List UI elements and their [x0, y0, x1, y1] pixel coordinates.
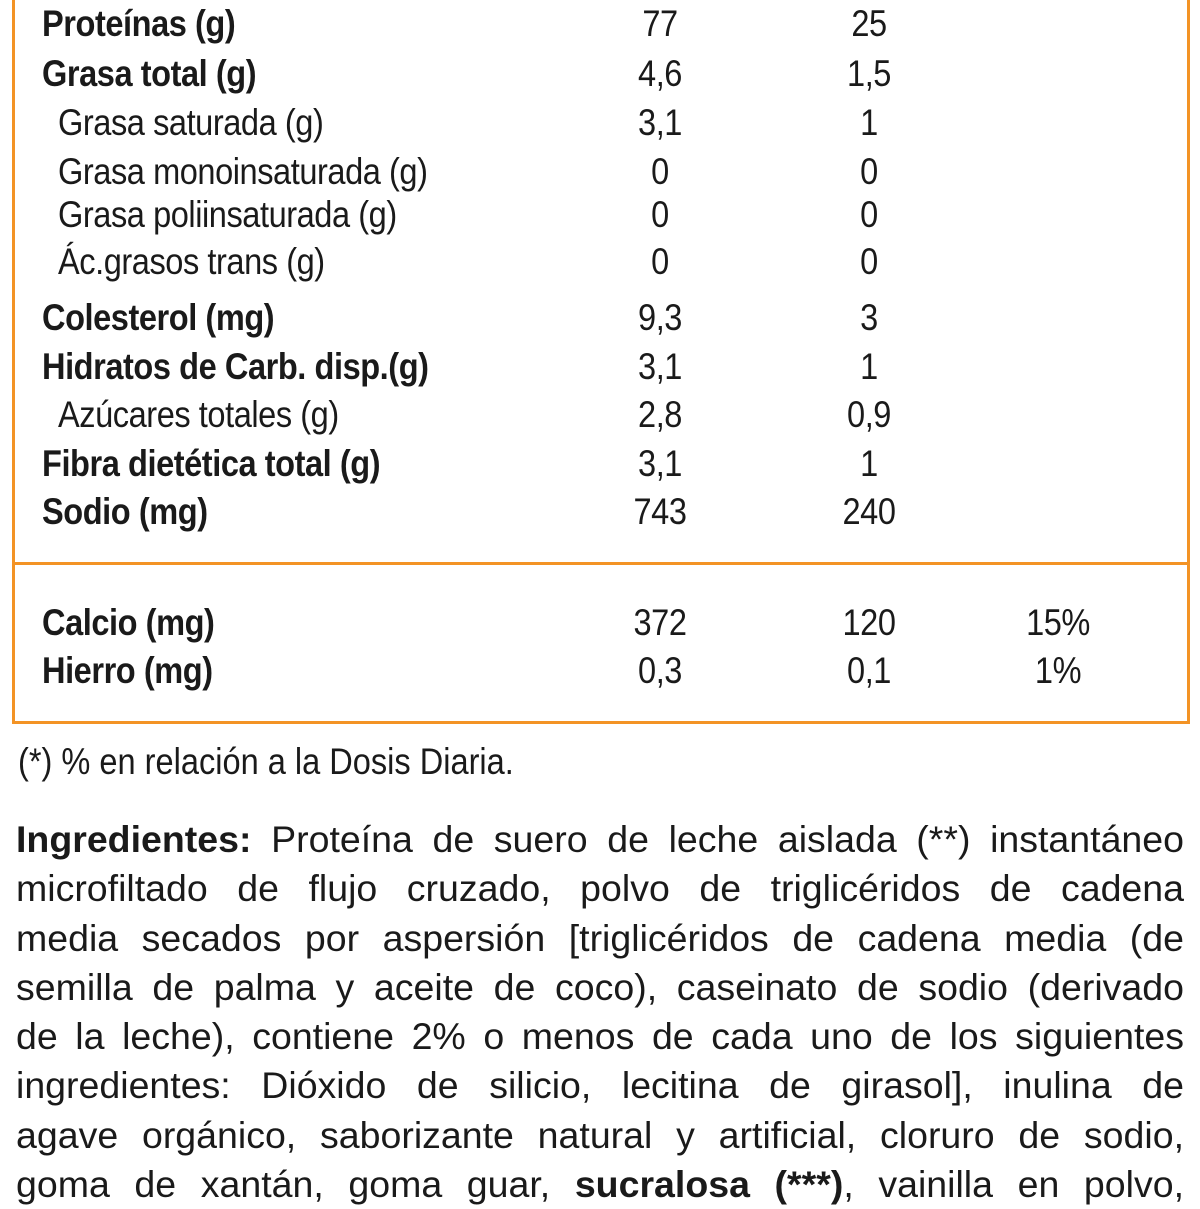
value-per-100g: 743 [633, 491, 687, 532]
mineral-row: Hierro (mg) 0,3 0,1 1% [0, 647, 1200, 695]
value-per-100g: 0 [651, 241, 669, 282]
value-daily-dose: 1% [1034, 650, 1082, 691]
value-per-serving: 1 [860, 346, 878, 387]
ingredients-text: media secados por aspersión [triglicérid… [16, 916, 1184, 959]
value-per-100g: 2,8 [638, 394, 682, 435]
value-per-serving: 0 [860, 151, 878, 192]
nutrient-label: Azúcares totales (g) [58, 394, 339, 435]
ingredients-block: Ingredientes: Proteína de suero de leche… [16, 815, 1184, 1209]
ingredients-line: goma de xantán, goma guar, sucralosa (**… [16, 1160, 1184, 1209]
nutrient-label: Grasa saturada (g) [58, 102, 324, 143]
value-per-serving: 3 [860, 297, 878, 338]
nutrient-row: Grasa saturada (g) 3,1 1 [0, 99, 1200, 147]
ingredients-text: de la leche), contiene 2% o menos de cad… [16, 1015, 1184, 1058]
nutrient-row: Grasa monoinsaturada (g) 0 0 [0, 148, 1200, 196]
value-per-100g: 3,1 [638, 443, 682, 484]
nutrient-row: Grasa poliinsaturada (g) 0 0 [0, 191, 1200, 239]
nutrient-label: Proteínas (g) [42, 3, 236, 44]
nutrient-row: Fibra dietética total (g) 3,1 1 [0, 440, 1200, 488]
ingredients-line: semilla de palma y aceite de coco), case… [16, 963, 1184, 1012]
mineral-label: Calcio (mg) [42, 602, 215, 643]
value-per-100g: 4,6 [638, 53, 682, 94]
nutrient-label: Grasa monoinsaturada (g) [58, 151, 428, 192]
ingredients-text: ingredientes: Dióxido de silicio, leciti… [16, 1064, 1184, 1107]
nutrient-row: Colesterol (mg) 9,3 3 [0, 294, 1200, 342]
ingredients-text: agave orgánico, saborizante natural y ar… [16, 1113, 1184, 1156]
ingredients-line: media secados por aspersión [triglicérid… [16, 914, 1184, 963]
ingredients-line: agave orgánico, saborizante natural y ar… [16, 1111, 1184, 1160]
value-per-100g: 77 [642, 3, 678, 44]
nutrient-label: Hidratos de Carb. disp.(g) [42, 346, 429, 387]
value-per-100g: 3,1 [638, 346, 682, 387]
nutrient-label: Grasa total (g) [42, 53, 257, 94]
ingredients-line: Ingredientes: Proteína de suero de leche… [16, 815, 1184, 864]
ingredients-text: , vainilla en polvo, [843, 1163, 1184, 1206]
value-per-serving: 0,1 [847, 650, 891, 691]
sucralose-highlight: sucralosa (***) [574, 1163, 844, 1206]
nutrition-table-minerals-border [12, 562, 1190, 724]
value-per-100g: 9,3 [638, 297, 682, 338]
nutrient-row: Azúcares totales (g) 2,8 0,9 [0, 391, 1200, 439]
mineral-label: Hierro (mg) [42, 650, 213, 691]
value-per-serving: 25 [851, 3, 887, 44]
ingredients-line: microfiltado de flujo cruzado, polvo de … [16, 864, 1184, 913]
ingredients-heading: Ingredientes: [16, 818, 252, 860]
nutrient-row: Ác.grasos trans (g) 0 0 [0, 238, 1200, 286]
ingredients-text: goma de xantán, goma guar, [16, 1163, 551, 1206]
nutrient-label: Sodio (mg) [42, 491, 208, 532]
ingredients-text: semilla de palma y aceite de coco), case… [16, 965, 1184, 1008]
value-per-serving: 1 [860, 443, 878, 484]
value-per-serving: 1 [860, 102, 878, 143]
value-per-serving: 240 [842, 491, 896, 532]
nutrient-row: Proteínas (g) 77 25 [0, 0, 1200, 48]
ingredients-line: de la leche), contiene 2% o menos de cad… [16, 1012, 1184, 1061]
value-per-100g: 0 [651, 194, 669, 235]
value-per-100g: 0,3 [638, 650, 682, 691]
value-per-serving: 120 [842, 602, 896, 643]
nutrient-label: Fibra dietética total (g) [42, 443, 381, 484]
value-per-serving: 0 [860, 241, 878, 282]
value-per-100g: 372 [633, 602, 687, 643]
footnote: (*) % en relación a la Dosis Diaria. [18, 741, 514, 782]
nutrient-label: Colesterol (mg) [42, 297, 275, 338]
nutrient-row: Sodio (mg) 743 240 [0, 488, 1200, 536]
mineral-row: Calcio (mg) 372 120 15% [0, 599, 1200, 647]
value-per-serving: 0 [860, 194, 878, 235]
value-per-100g: 0 [651, 151, 669, 192]
nutrient-row: Hidratos de Carb. disp.(g) 3,1 1 [0, 343, 1200, 391]
nutrient-row: Grasa total (g) 4,6 1,5 [0, 50, 1200, 98]
value-per-100g: 3,1 [638, 102, 682, 143]
nutrient-label: Ác.grasos trans (g) [58, 241, 325, 282]
nutrient-label: Grasa poliinsaturada (g) [58, 194, 397, 235]
nutrition-table-main-border [12, 0, 1190, 565]
ingredients-text: microfiltado de flujo cruzado, polvo de … [16, 867, 1184, 910]
value-daily-dose: 15% [1026, 602, 1090, 643]
ingredients-line: ingredientes: Dióxido de silicio, leciti… [16, 1061, 1184, 1110]
ingredients-text: Proteína de suero de leche aislada (**) … [271, 818, 1184, 860]
value-per-serving: 1,5 [847, 53, 891, 94]
value-per-serving: 0,9 [847, 394, 891, 435]
